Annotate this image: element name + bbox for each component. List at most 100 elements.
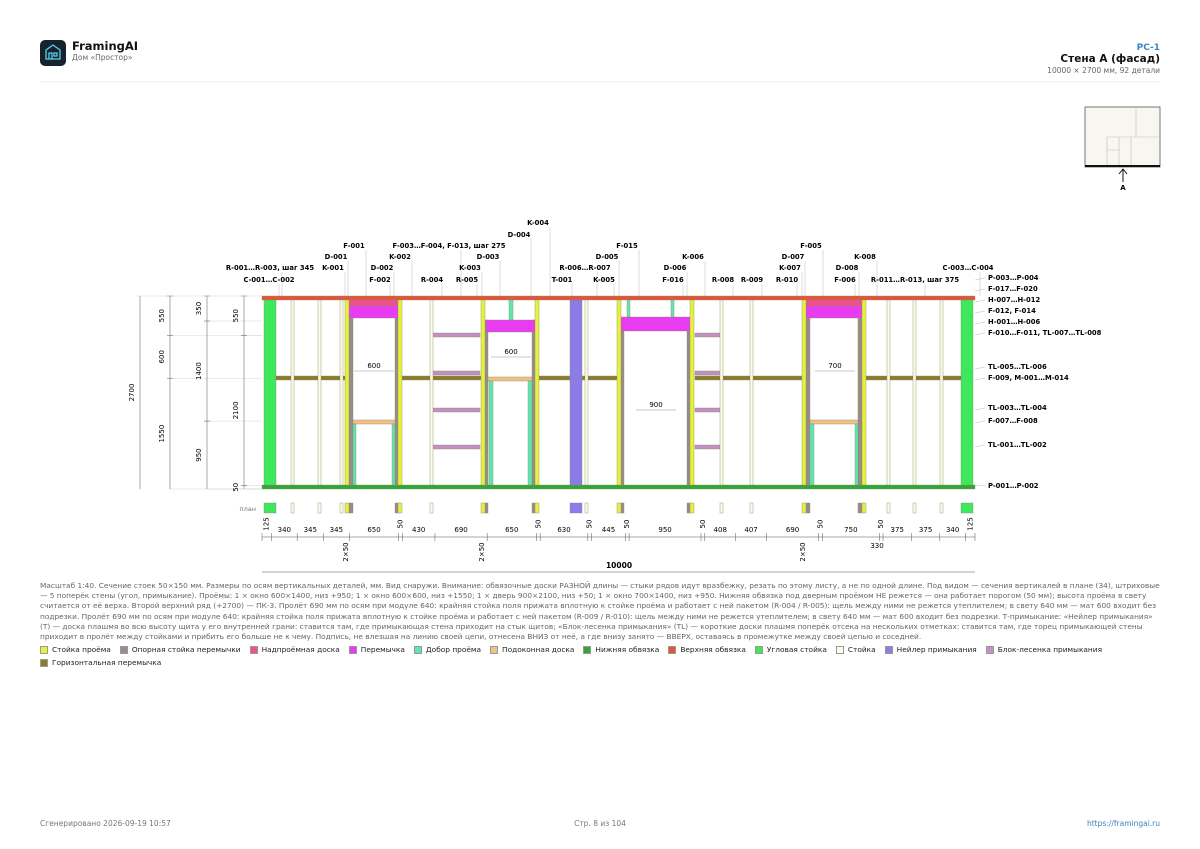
- footer-url[interactable]: https://framingai.ru: [1086, 819, 1160, 828]
- leader-line: [974, 332, 986, 336]
- framing-member: [960, 299, 974, 486]
- drawing-sheet: FramingAI Дом «Простор» PC-1 Стена А (фа…: [40, 39, 1161, 573]
- framing-member: [534, 299, 540, 486]
- part-label: H-007…H-012: [988, 296, 1040, 304]
- plan-dim: 408: [714, 526, 727, 534]
- leader-line: [974, 366, 986, 370]
- part-label: D-004: [508, 231, 531, 239]
- part-label: D-006: [664, 264, 687, 272]
- part-label: P-001…P-002: [988, 482, 1039, 490]
- part-label: R-009: [741, 276, 764, 284]
- sheet-subtitle: 10000 × 2700 мм, 92 детали: [1047, 66, 1160, 75]
- footer-page: Стр. 8 из 104: [574, 819, 626, 828]
- part-label: R-010: [776, 276, 799, 284]
- plan-section: [857, 502, 863, 514]
- framing-member: [616, 299, 622, 486]
- part-label: F-006: [834, 276, 856, 284]
- height-dim: 550: [158, 309, 166, 322]
- legend-swatch: [884, 645, 893, 654]
- part-label: R-001…R-003, шаг 345: [226, 264, 314, 272]
- plan-section: [429, 502, 434, 514]
- framing-member: [537, 375, 571, 381]
- leader-line: [974, 407, 986, 411]
- legend-label: Блок-лесенка примыкания: [997, 645, 1103, 654]
- logo: [40, 40, 66, 66]
- legend-label: Стойка: [847, 645, 876, 654]
- plan-dim: 125: [263, 517, 271, 530]
- plan-dim: 50: [817, 520, 825, 529]
- plan-dim: 375: [919, 526, 932, 534]
- framing-member: [854, 423, 859, 486]
- legend-item: Нижняя обвязка: [583, 645, 659, 654]
- plan-section: [348, 502, 354, 514]
- part-label: F-001: [343, 242, 365, 250]
- framing-member: [626, 299, 631, 318]
- part-label: F-002: [369, 276, 391, 284]
- plan-section: [339, 502, 344, 514]
- leader-line: [974, 299, 986, 303]
- part-label: D-005: [596, 253, 619, 261]
- plan-dim: 690: [786, 526, 799, 534]
- leader-line: [974, 310, 986, 314]
- part-label: T-001: [552, 276, 573, 284]
- legend-item: Подоконная доска: [490, 645, 574, 654]
- legend-item: Перемычка: [348, 645, 405, 654]
- plan-dim: 340: [946, 526, 959, 534]
- framing-member: [480, 299, 486, 486]
- framing-member: [290, 299, 295, 486]
- framing-member: [261, 484, 976, 490]
- legend-item: Опорная стойка перемычки: [119, 645, 241, 654]
- framing-member: [694, 332, 721, 338]
- legend-swatch: [40, 645, 48, 654]
- legend-item: Надпроёмная доска: [249, 645, 340, 654]
- plan-dim: 345: [330, 526, 343, 534]
- plan-dim: 330: [870, 542, 883, 550]
- leader-line: [974, 484, 986, 487]
- framing-member: [584, 299, 589, 486]
- part-label: TL-003…TL-004: [988, 404, 1047, 412]
- plan-section: [912, 502, 917, 514]
- plan-section: [584, 502, 589, 514]
- legend-item: Стойка проёма: [40, 645, 111, 654]
- framing-member: [809, 419, 859, 425]
- total-length: 10000: [606, 561, 632, 570]
- opening-width: 600: [504, 348, 517, 356]
- part-label: R-005: [456, 276, 479, 284]
- framing-member: [261, 295, 976, 301]
- legend-item: Верхняя обвязка: [668, 645, 746, 654]
- legend-swatch: [119, 645, 128, 654]
- plan-section: [861, 502, 867, 514]
- sheet-title: Стена А (фасад): [1060, 53, 1160, 65]
- part-label: D-002: [371, 264, 394, 272]
- framing-member: [886, 299, 891, 486]
- part-label: F-016: [662, 276, 684, 284]
- pair-label: 2×50: [478, 542, 486, 561]
- framing-member: [694, 407, 721, 413]
- part-label: F-005: [800, 242, 822, 250]
- part-label: P-003…P-004: [988, 274, 1039, 282]
- legend-swatch: [490, 645, 499, 654]
- legend-swatch: [835, 645, 844, 654]
- part-label: TL-005…TL-006: [988, 363, 1047, 371]
- part-label: K-004: [527, 219, 549, 227]
- height-dim: 2700: [128, 384, 136, 402]
- leader-line: [974, 377, 986, 381]
- framing-member: [432, 370, 481, 376]
- leader-line: [974, 277, 986, 281]
- height-dim: 950: [195, 448, 203, 461]
- plan-dim: 50: [534, 520, 542, 529]
- part-label: K-008: [854, 253, 876, 261]
- legend-label: Горизонтальная перемычка: [52, 658, 162, 667]
- framing-member: [352, 419, 396, 425]
- framing-member: [348, 299, 400, 307]
- part-label: R-004: [421, 276, 444, 284]
- plan-dim: 750: [844, 526, 857, 534]
- legend-swatch: [249, 645, 258, 654]
- part-label: F-017…F-020: [988, 285, 1038, 293]
- plan-dim: 407: [744, 526, 757, 534]
- plan-dim: 445: [602, 526, 615, 534]
- legend-swatch: [583, 645, 592, 654]
- plan-dim: 430: [412, 526, 425, 534]
- part-label: H-001…H-006: [988, 318, 1040, 326]
- legend-label: Нейлер примыкания: [896, 645, 977, 654]
